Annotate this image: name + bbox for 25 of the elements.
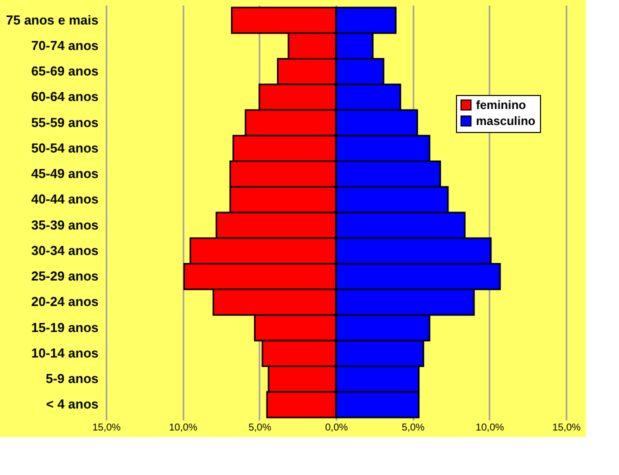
x-tick-label: 5,0% — [402, 422, 425, 434]
y-tick-label: < 4 anos — [46, 396, 98, 412]
y-tick-label: 10-14 anos — [31, 345, 98, 360]
y-tick-label: 25-29 anos — [31, 268, 98, 284]
y-tick-label: 20-24 anos — [31, 294, 98, 310]
y-tick-label: 55-59 anos — [31, 114, 98, 130]
y-tick-label: 65-69 anos — [31, 64, 98, 79]
y-tick-label: 5-9 anos — [46, 371, 98, 386]
y-tick-label: 30-34 anos — [31, 242, 98, 258]
y-tick-label: 60-64 anos — [31, 89, 98, 104]
y-tick-label: 70-74 anos — [31, 38, 98, 53]
y-tick-label: 45-49 anos — [31, 166, 98, 182]
legend-label: feminino — [476, 98, 526, 112]
x-tick-label: 0,0% — [325, 422, 348, 434]
x-tick-label: 10,0% — [168, 422, 198, 434]
y-tick-label: 50-54 anos — [31, 140, 98, 156]
x-tick-label: 5,0% — [248, 422, 272, 434]
y-tick-label: 35-39 anos — [31, 217, 98, 232]
y-tick-label: 15-19 anos — [31, 320, 98, 335]
y-tick-label: 75 anos e mais — [6, 12, 98, 28]
y-tick-label: 40-44 anos — [31, 192, 98, 207]
legend-label: masculino — [476, 114, 536, 128]
x-tick-label: 15,0% — [92, 422, 121, 434]
x-tick-label: 10,0% — [476, 422, 504, 434]
x-tick-label: 15,0% — [552, 422, 581, 434]
